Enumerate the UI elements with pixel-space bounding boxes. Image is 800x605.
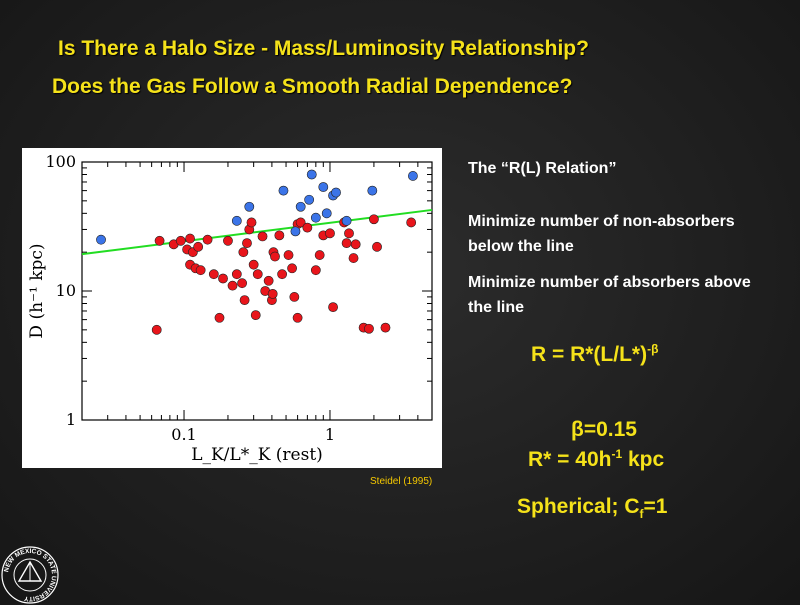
absorber-point xyxy=(154,235,165,246)
non-absorber-point xyxy=(278,185,289,196)
absorber-point xyxy=(239,295,250,306)
absorber-point xyxy=(369,214,379,225)
y-axis-label: D (h⁻¹ kpc) xyxy=(27,243,47,338)
slide-title-line1: Is There a Halo Size - Mass/Luminosity R… xyxy=(58,37,589,60)
slide-title-line2: Does the Gas Follow a Smooth Radial Depe… xyxy=(52,75,573,98)
x-tick-label: 1 xyxy=(325,425,335,444)
absorber-point xyxy=(372,241,382,252)
non-absorber-point xyxy=(231,215,242,226)
absorber-point xyxy=(223,235,233,246)
spherical-note: Spherical; Cf=1 xyxy=(517,495,668,521)
note-absorbers: Minimize number of absorbers above the l… xyxy=(468,274,751,316)
absorber-point xyxy=(208,269,219,280)
absorber-point xyxy=(364,323,374,334)
absorber-point xyxy=(227,280,238,291)
non-absorber-point xyxy=(318,182,329,192)
note-non-absorbers: Minimize number of non-absorbers below t… xyxy=(468,213,735,255)
x-tick-label: 0.1 xyxy=(171,425,196,444)
spherical-prefix: Spherical; C xyxy=(517,495,640,518)
beta-value: β=0.15 xyxy=(571,418,637,441)
absorber-point xyxy=(267,288,278,299)
spherical-sub: f xyxy=(639,507,644,522)
absorber-point xyxy=(292,312,303,323)
absorber-point xyxy=(295,217,306,228)
absorber-point xyxy=(270,251,280,262)
non-absorber-point xyxy=(96,234,106,245)
y-tick-label: 10 xyxy=(56,281,76,300)
rstar-suffix: kpc xyxy=(622,448,665,471)
absorber-point xyxy=(406,217,417,228)
x-axis-label: L_K/L*_K (rest) xyxy=(191,445,323,465)
absorber-point xyxy=(231,269,242,280)
non-absorber-point xyxy=(304,194,315,205)
chart-svg: 0.1 1 1 10 100 L_K/L*_K (rest) D (h⁻¹ kpc) xyxy=(27,152,433,465)
absorber-point xyxy=(289,292,300,302)
absorber-point xyxy=(302,222,313,233)
absorber-point xyxy=(325,228,335,239)
absorber-point xyxy=(193,241,204,252)
spherical-suffix: =1 xyxy=(643,495,668,518)
absorber-point xyxy=(202,234,213,245)
university-seal-logo: NEW MEXICO STATE UNIVERSITY xyxy=(1,546,59,604)
absorber-point xyxy=(151,324,162,335)
equation-exponent: -β xyxy=(647,342,659,356)
equation-main: R = R*(L/L*) xyxy=(531,343,648,366)
y-tick-label: 100 xyxy=(45,152,76,171)
rstar-prefix: R* = 40h xyxy=(528,448,612,471)
absorber-point xyxy=(314,250,325,260)
note-relation: The “R(L) Relation” xyxy=(468,160,617,177)
non-absorber-point xyxy=(290,226,301,237)
absorber-point xyxy=(242,238,252,249)
absorber-point xyxy=(238,247,249,258)
non-absorber-point xyxy=(341,215,352,226)
absorber-point xyxy=(341,238,352,249)
non-absorber-point xyxy=(244,201,255,212)
absorber-point xyxy=(277,269,288,280)
absorber-point xyxy=(263,275,274,286)
non-absorber-point xyxy=(310,212,321,223)
absorber-point xyxy=(283,250,294,260)
absorber-point xyxy=(214,312,225,323)
absorber-point xyxy=(257,231,268,242)
non-absorber-point xyxy=(331,187,341,198)
absorber-point xyxy=(218,273,228,284)
absorber-point xyxy=(175,235,186,246)
non-absorber-point xyxy=(367,185,378,196)
scatter-chart: 0.1 1 1 10 100 L_K/L*_K (rest) D (h⁻¹ kpc) xyxy=(22,148,442,468)
absorber-point xyxy=(250,310,261,321)
non-absorber-point xyxy=(306,169,317,180)
absorber-point xyxy=(287,263,297,274)
chart-credit: Steidel (1995) xyxy=(370,476,433,487)
absorber-point xyxy=(348,253,359,263)
absorber-point xyxy=(195,265,206,276)
absorber-point xyxy=(328,302,338,313)
absorber-point xyxy=(274,230,285,241)
absorber-point xyxy=(310,265,321,276)
absorber-point xyxy=(237,278,248,289)
absorber-point xyxy=(248,259,259,270)
plot-frame xyxy=(81,161,433,421)
rstar-value: R* = 40h-1 kpc xyxy=(528,447,664,472)
non-absorber-point xyxy=(321,208,332,219)
absorber-point xyxy=(344,228,354,239)
rstar-exponent: -1 xyxy=(611,447,623,461)
absorber-point xyxy=(252,269,263,280)
non-absorber-point xyxy=(295,201,306,212)
non-absorber-point xyxy=(408,171,418,181)
absorber-point xyxy=(350,239,361,250)
absorber-point xyxy=(380,322,391,333)
y-tick-label: 1 xyxy=(66,410,76,429)
absorber-point xyxy=(185,233,195,244)
equation: R = R*(L/L*)-β xyxy=(531,342,658,367)
absorber-point xyxy=(246,217,257,228)
